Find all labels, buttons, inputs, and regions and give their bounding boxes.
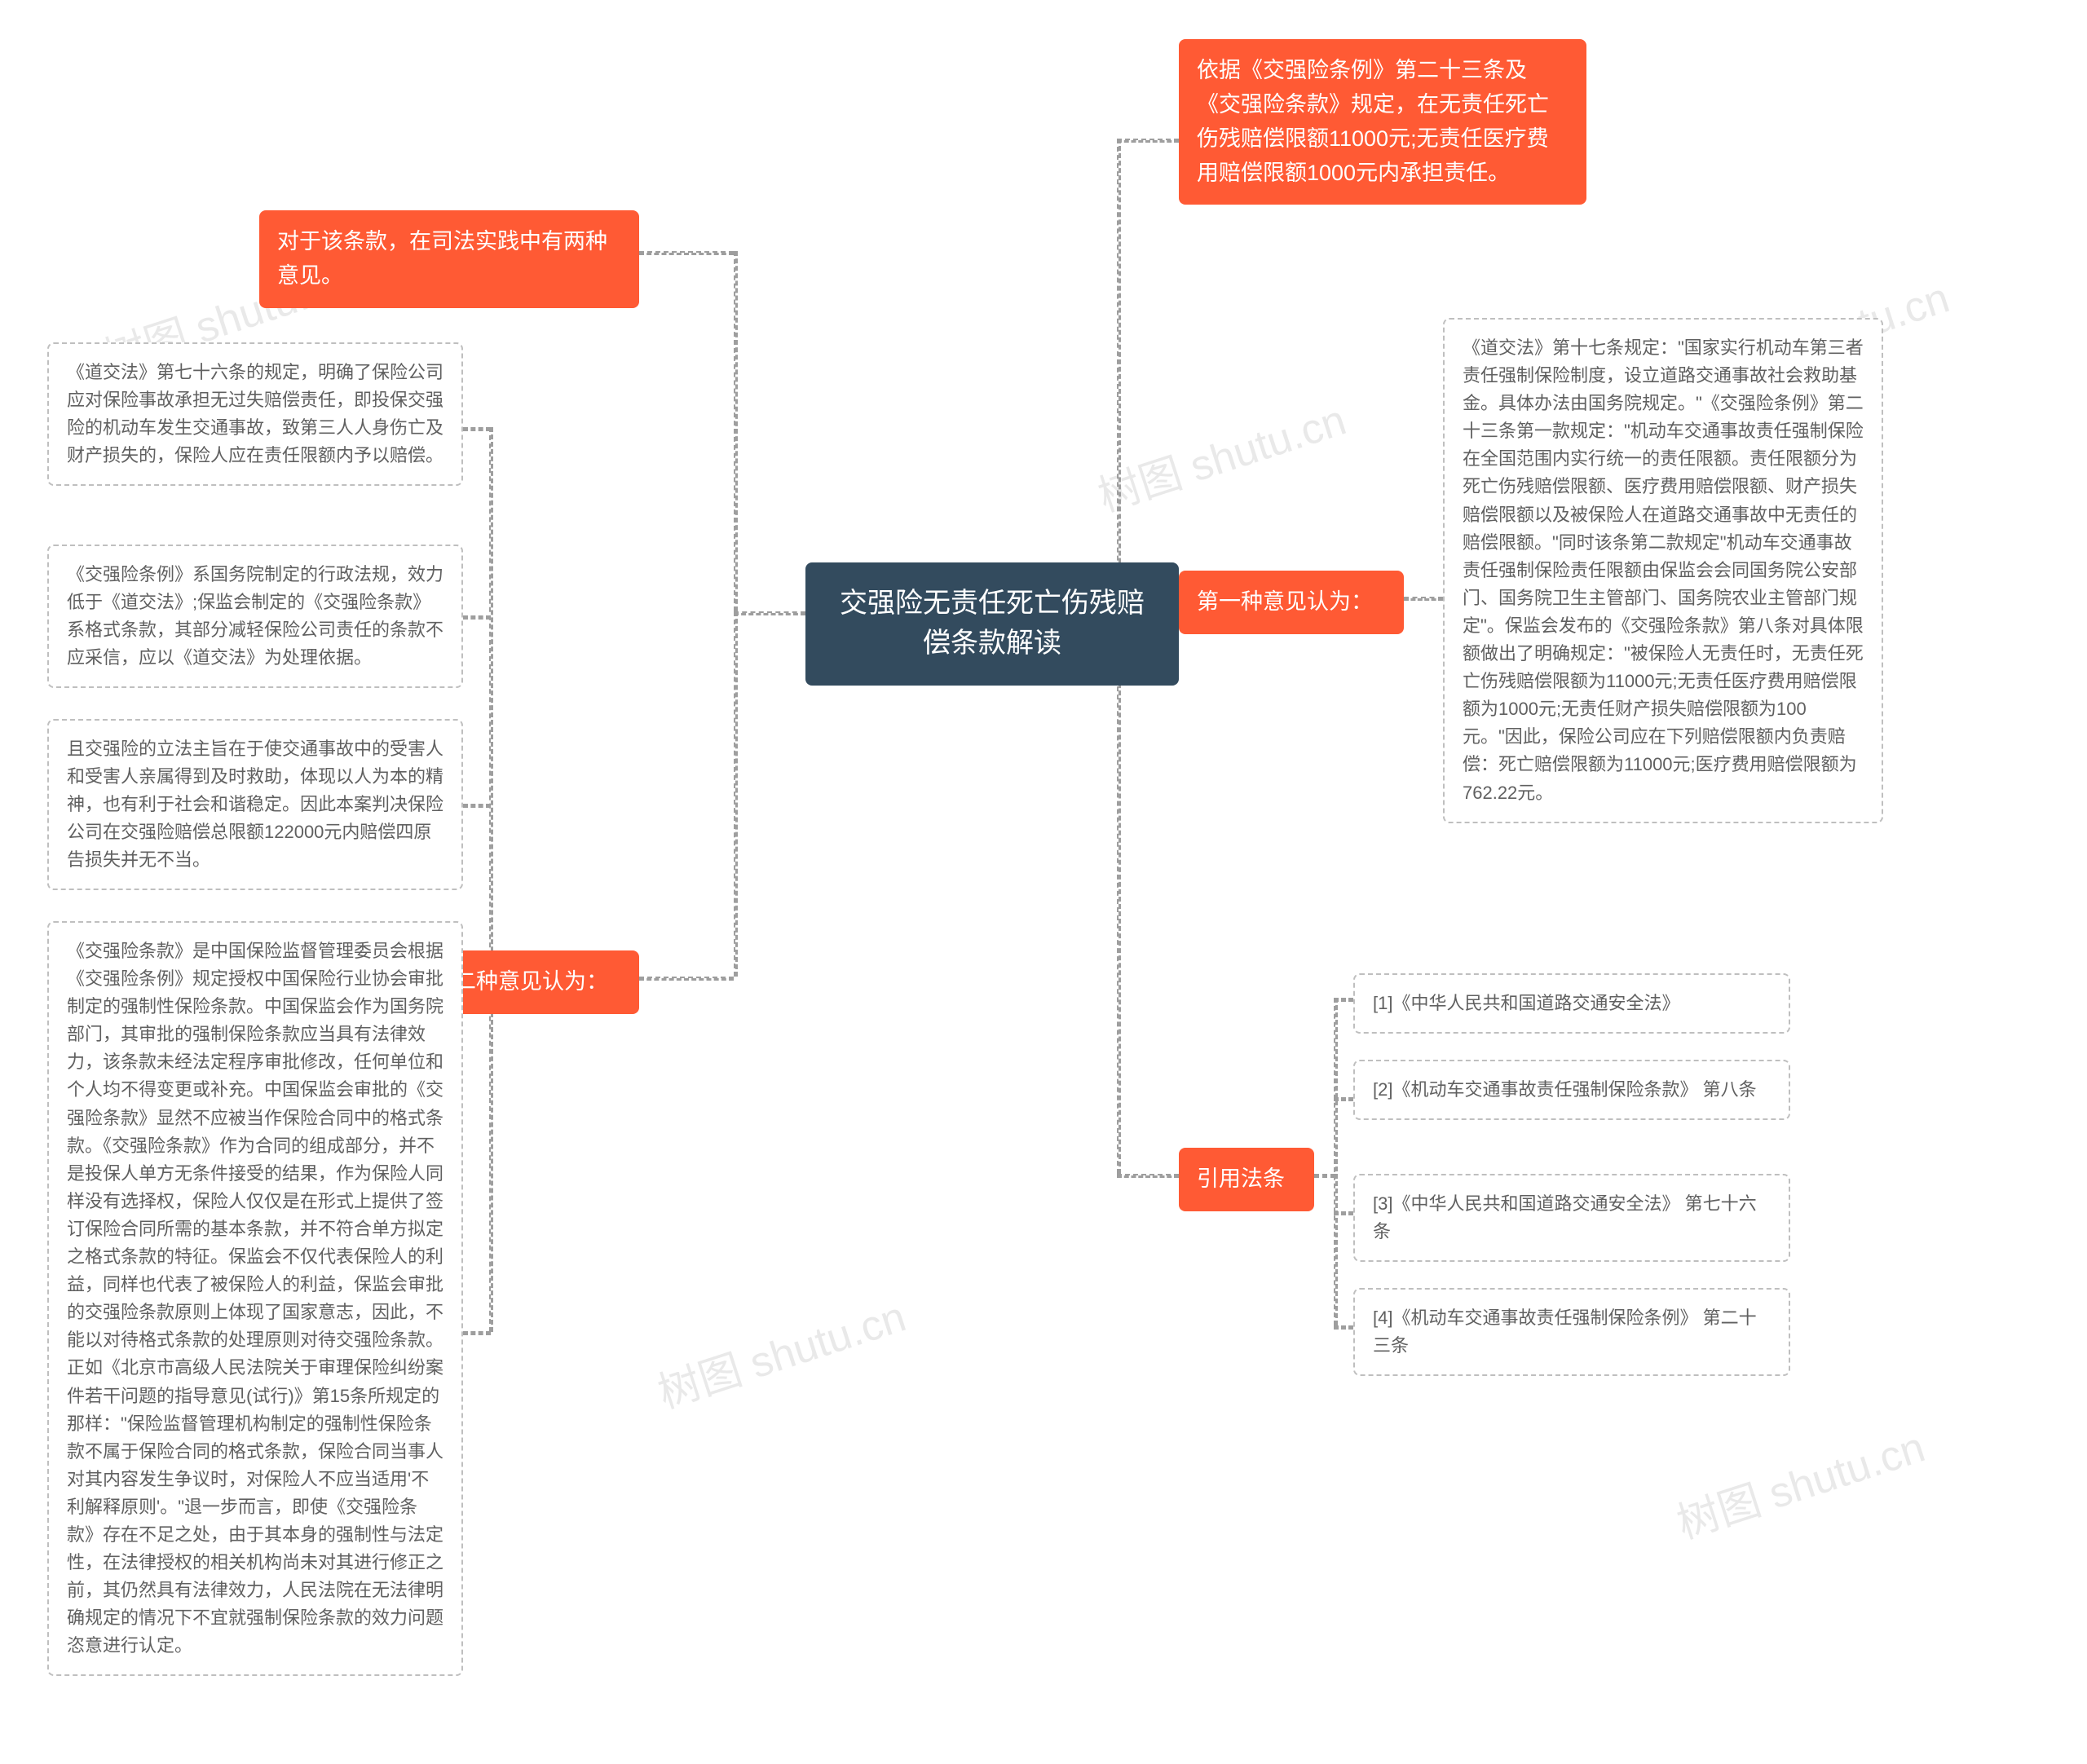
opinion1-detail: 《道交法》第十七条规定："国家实行机动车第三者责任强制保险制度，设立道路交通事故… bbox=[1443, 318, 1883, 823]
connector bbox=[734, 251, 738, 611]
opinion1-label: 第一种意见认为： bbox=[1197, 589, 1373, 614]
connector bbox=[639, 977, 734, 981]
center-node: 交强险无责任死亡伤残赔 偿条款解读 bbox=[805, 562, 1179, 686]
opinion1-detail-text: 《道交法》第十七条规定："国家实行机动车第三者责任强制保险制度，设立道路交通事故… bbox=[1463, 337, 1864, 803]
citation-item-3: [4]《机动车交通事故责任强制保险条例》 第二十三条 bbox=[1353, 1288, 1790, 1376]
opinion2-detail-2-text: 且交强险的立法主旨在于使交通事故中的受害人和受害人亲属得到及时救助，体现以人为本… bbox=[67, 739, 443, 870]
connector bbox=[734, 611, 738, 977]
connector bbox=[1117, 139, 1179, 143]
citation-item-1: [2]《机动车交通事故责任强制保险条款》 第八条 bbox=[1353, 1060, 1790, 1120]
connector bbox=[1334, 1325, 1353, 1330]
connector bbox=[1334, 1211, 1353, 1215]
intro-node: 对于该条款，在司法实践中有两种意见。 bbox=[259, 210, 639, 308]
watermark: 树图 shutu.cn bbox=[1089, 386, 1352, 523]
citation-item-0-text: [1]《中华人民共和国道路交通安全法》 bbox=[1373, 993, 1679, 1013]
connector bbox=[639, 251, 734, 255]
connector bbox=[1334, 998, 1338, 1325]
connector bbox=[1334, 998, 1353, 1002]
connector bbox=[1404, 597, 1443, 601]
opinion2-detail-3: 《交强险条款》是中国保险监督管理委员会根据《交强险条例》规定授权中国保险行业协会… bbox=[47, 921, 463, 1676]
citation-item-2-text: [3]《中华人民共和国道路交通安全法》 第七十六条 bbox=[1373, 1193, 1757, 1241]
citation-item-1-text: [2]《机动车交通事故责任强制保险条款》 第八条 bbox=[1373, 1079, 1757, 1100]
opinion1-node: 第一种意见认为： bbox=[1179, 571, 1404, 634]
connector bbox=[734, 611, 805, 615]
opinion2-detail-0: 《道交法》第七十六条的规定，明确了保险公司应对保险事故承担无过失赔偿责任，即投保… bbox=[47, 342, 463, 486]
connector bbox=[1314, 1174, 1335, 1178]
connector bbox=[463, 427, 491, 431]
opinion2-detail-2: 且交强险的立法主旨在于使交通事故中的受害人和受害人亲属得到及时救助，体现以人为本… bbox=[47, 719, 463, 890]
connector bbox=[1334, 1097, 1353, 1101]
citations-label: 引用法条 bbox=[1197, 1166, 1285, 1191]
basis-text: 依据《交强险条例》第二十三条及《交强险条款》规定，在无责任死亡伤残赔偿限额110… bbox=[1197, 58, 1549, 185]
basis-node: 依据《交强险条例》第二十三条及《交强险条款》规定，在无责任死亡伤残赔偿限额110… bbox=[1179, 39, 1586, 205]
center-title-line1: 交强险无责任死亡伤残赔 bbox=[840, 588, 1145, 619]
opinion2-detail-0-text: 《道交法》第七十六条的规定，明确了保险公司应对保险事故承担无过失赔偿责任，即投保… bbox=[67, 362, 443, 465]
citations-node: 引用法条 bbox=[1179, 1148, 1314, 1211]
connector bbox=[463, 615, 491, 620]
connector bbox=[1117, 1174, 1179, 1178]
opinion2-detail-1-text: 《交强险条例》系国务院制定的行政法规，效力低于《道交法》;保监会制定的《交强险条… bbox=[67, 564, 443, 668]
connector bbox=[463, 804, 491, 808]
connector bbox=[489, 427, 493, 1332]
watermark: 树图 shutu.cn bbox=[1668, 1413, 1931, 1550]
citation-item-0: [1]《中华人民共和国道路交通安全法》 bbox=[1353, 973, 1790, 1034]
intro-text: 对于该条款，在司法实践中有两种意见。 bbox=[277, 229, 607, 288]
citation-item-2: [3]《中华人民共和国道路交通安全法》 第七十六条 bbox=[1353, 1174, 1790, 1262]
watermark: 树图 shutu.cn bbox=[649, 1282, 912, 1420]
citation-item-3-text: [4]《机动车交通事故责任强制保险条例》 第二十三条 bbox=[1373, 1308, 1757, 1356]
opinion2-detail-1: 《交强险条例》系国务院制定的行政法规，效力低于《道交法》;保监会制定的《交强险条… bbox=[47, 545, 463, 688]
opinion2-detail-3-text: 《交强险条款》是中国保险监督管理委员会根据《交强险条例》规定授权中国保险行业协会… bbox=[67, 941, 443, 1656]
connector bbox=[463, 1331, 491, 1335]
center-title-line2: 偿条款解读 bbox=[923, 628, 1061, 659]
